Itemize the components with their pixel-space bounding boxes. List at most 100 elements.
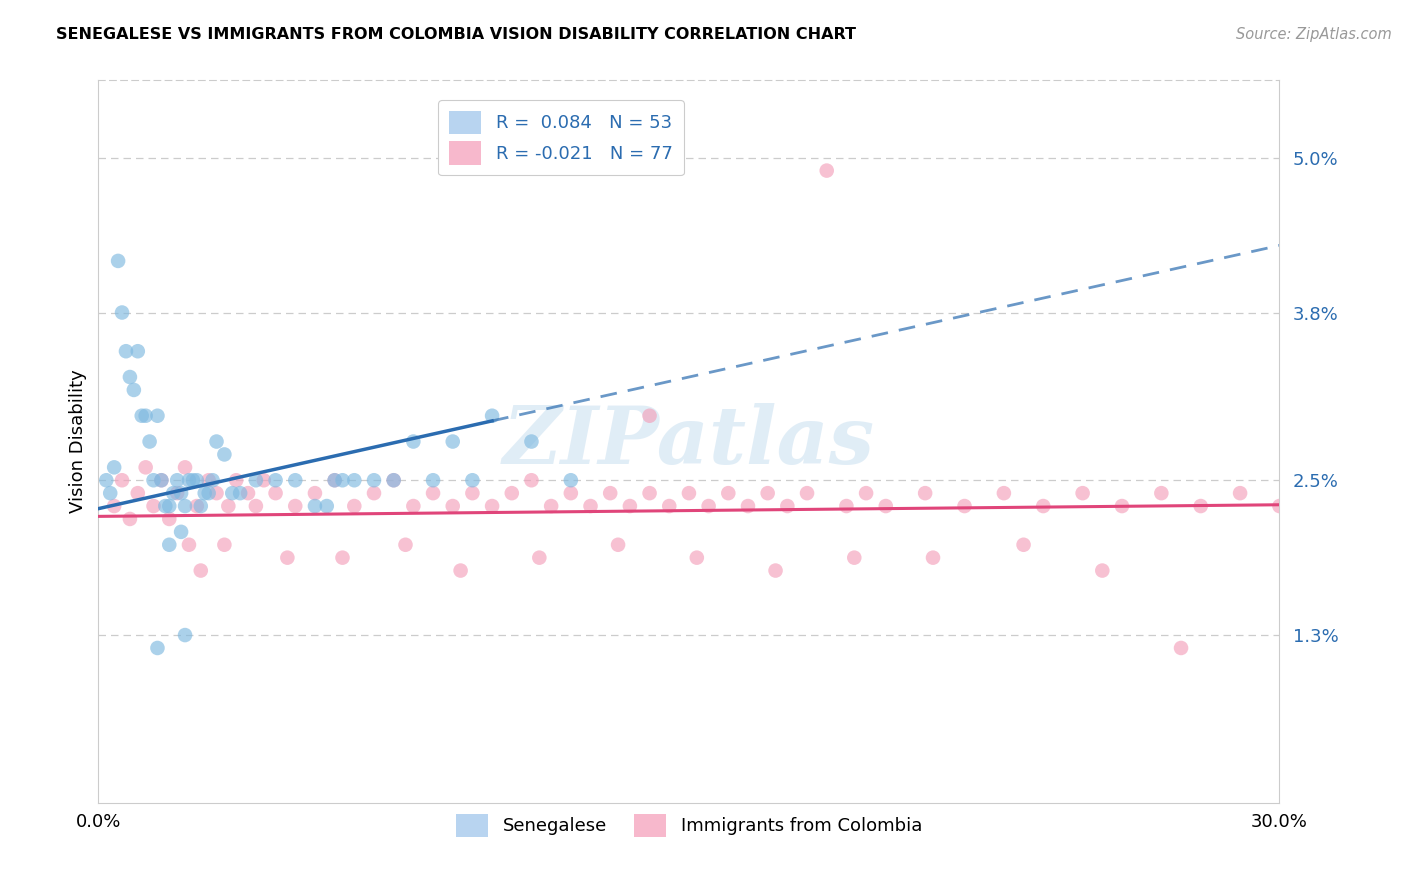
Point [844,550,866,565]
Point [1032,499,1054,513]
Point [221,486,243,500]
Point [135,460,157,475]
Point [461,486,484,500]
Point [461,473,484,487]
Point [332,473,354,487]
Point [402,434,425,449]
Point [201,473,224,487]
Point [765,564,787,578]
Point [1170,640,1192,655]
Point [150,473,173,487]
Point [776,499,799,513]
Text: SENEGALESE VS IMMIGRANTS FROM COLOMBIA VISION DISABILITY CORRELATION CHART: SENEGALESE VS IMMIGRANTS FROM COLOMBIA V… [56,27,856,42]
Point [214,447,236,461]
Point [284,473,307,487]
Point [756,486,779,500]
Point [150,473,173,487]
Point [1229,486,1251,500]
Point [304,499,326,513]
Point [166,473,188,487]
Point [225,473,247,487]
Point [197,486,219,500]
Point [796,486,818,500]
Point [363,473,385,487]
Point [481,499,503,513]
Point [284,499,307,513]
Point [619,499,641,513]
Text: ZIPatlas: ZIPatlas [503,403,875,480]
Point [382,473,405,487]
Point [520,473,543,487]
Point [737,499,759,513]
Point [214,538,236,552]
Point [332,550,354,565]
Point [157,512,180,526]
Point [118,370,141,384]
Point [107,253,129,268]
Point [205,486,228,500]
Point [111,305,134,319]
Point [1111,499,1133,513]
Point [162,486,184,500]
Point [323,473,346,487]
Point [190,499,212,513]
Point [111,473,134,487]
Point [678,486,700,500]
Point [1012,538,1035,552]
Point [717,486,740,500]
Point [236,486,259,500]
Point [599,486,621,500]
Point [118,512,141,526]
Point [315,499,337,513]
Point [402,499,425,513]
Point [697,499,720,513]
Point [422,473,444,487]
Point [1150,486,1173,500]
Point [686,550,709,565]
Point [170,486,193,500]
Point [520,434,543,449]
Point [177,473,200,487]
Point [127,486,149,500]
Point [142,473,165,487]
Point [197,473,219,487]
Point [560,473,582,487]
Point [540,499,562,513]
Point [394,538,416,552]
Point [815,163,838,178]
Point [323,473,346,487]
Point [146,409,169,423]
Point [953,499,976,513]
Point [131,409,153,423]
Point [855,486,877,500]
Point [190,564,212,578]
Point [155,499,177,513]
Point [229,486,252,500]
Point [138,434,160,449]
Point [157,538,180,552]
Point [529,550,551,565]
Point [142,499,165,513]
Point [638,486,661,500]
Point [264,486,287,500]
Point [914,486,936,500]
Point [579,499,602,513]
Point [993,486,1015,500]
Point [174,460,197,475]
Point [422,486,444,500]
Point [835,499,858,513]
Point [1268,499,1291,513]
Point [253,473,276,487]
Y-axis label: Vision Disability: Vision Disability [69,369,87,514]
Point [186,499,208,513]
Point [382,473,405,487]
Point [166,486,188,500]
Point [96,473,118,487]
Point [122,383,145,397]
Point [922,550,945,565]
Point [245,473,267,487]
Point [343,473,366,487]
Point [157,499,180,513]
Point [1189,499,1212,513]
Point [343,499,366,513]
